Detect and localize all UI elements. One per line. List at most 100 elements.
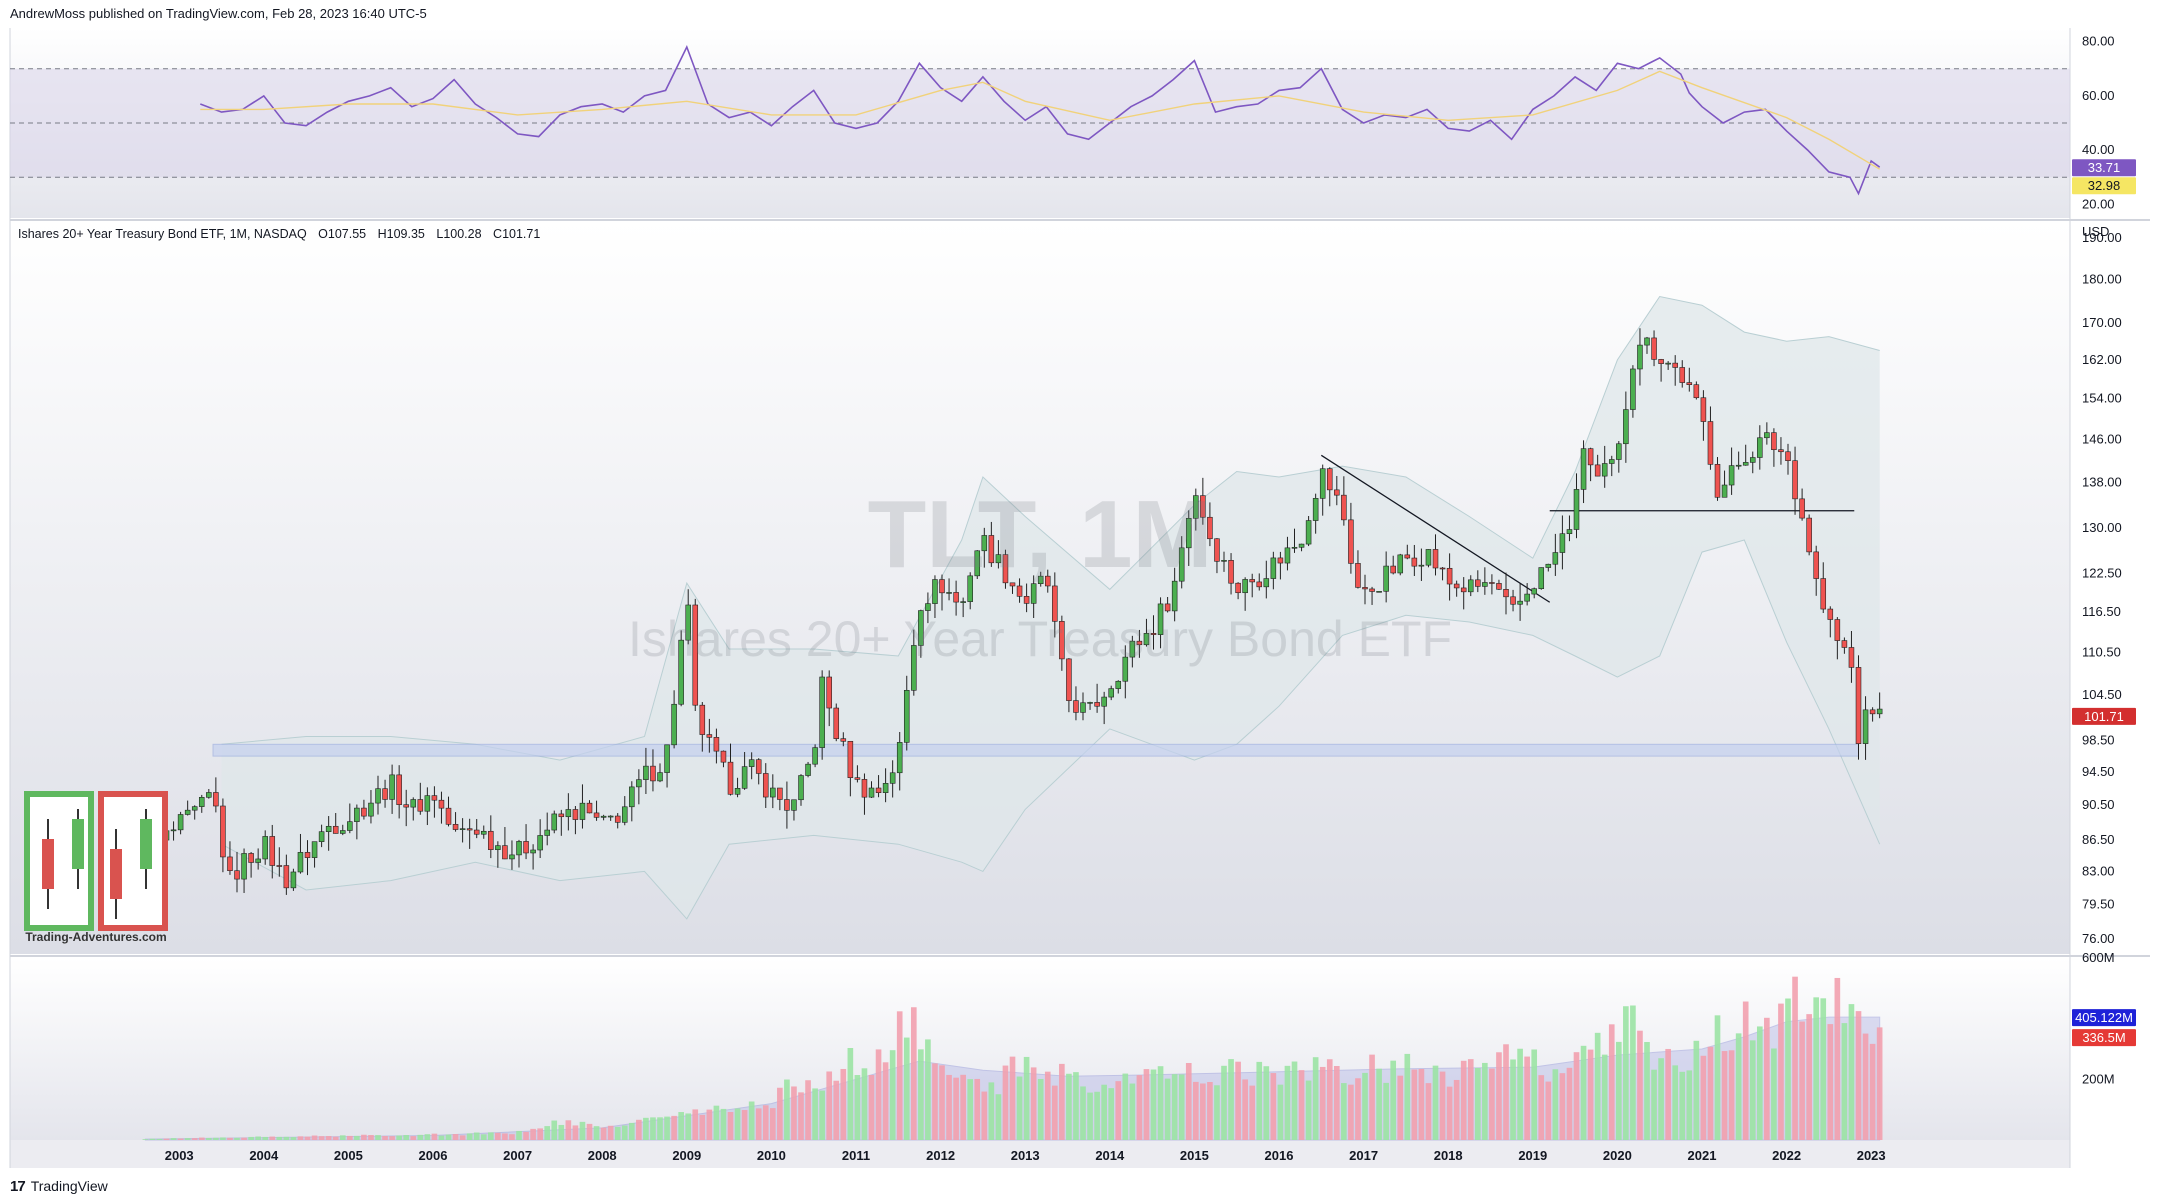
volume-bar (741, 1110, 748, 1140)
volume-bar (1023, 1056, 1030, 1140)
candle-down (1334, 489, 1340, 496)
volume-bar (600, 1127, 607, 1140)
candle-up (918, 610, 924, 646)
candle-up (1397, 554, 1404, 574)
volume-bar (854, 1075, 861, 1140)
volume-bar (1383, 1082, 1389, 1140)
footer-brand[interactable]: TradingView (30, 1178, 108, 1194)
volume-bar (1630, 1005, 1636, 1140)
volume-ma-badge-bg (2072, 1009, 2136, 1027)
rsi-ma-value-badge-bg (2072, 177, 2136, 195)
volume-bar (417, 1134, 424, 1140)
volume-bar (276, 1136, 283, 1140)
candle-up (868, 787, 875, 798)
volume-bar (1066, 1073, 1072, 1140)
volume-bar (283, 1136, 290, 1140)
volume-bar (480, 1134, 487, 1140)
candle-up (819, 676, 825, 748)
volume-bar (445, 1134, 452, 1140)
candle-down (227, 856, 233, 872)
volume-bar (1601, 1054, 1608, 1140)
candle-up (805, 763, 811, 776)
candle-down (1249, 579, 1255, 583)
candle-down (1496, 583, 1502, 590)
volume-bar (1016, 1076, 1023, 1140)
volume-bar (1129, 1083, 1136, 1140)
volume-bar (1348, 1084, 1354, 1140)
candle-down (1785, 451, 1791, 462)
volume-bar (177, 1138, 184, 1140)
candle-up (685, 604, 691, 641)
tradingview-logo-icon[interactable]: 17 (10, 1177, 26, 1195)
candle-down (727, 761, 734, 795)
legend-close: C101.71 (493, 227, 541, 241)
volume-bar (1044, 1071, 1051, 1140)
price-axis-column[interactable] (2070, 28, 2150, 1168)
candle-up (1517, 600, 1523, 605)
candle-down (1489, 582, 1495, 584)
candle-down (1136, 640, 1143, 646)
candle-up (1742, 462, 1749, 466)
candle-down (1813, 551, 1819, 579)
candle-down (988, 535, 995, 564)
candle-down (452, 824, 459, 830)
volume-bar (1749, 1040, 1756, 1140)
candle-up (241, 853, 247, 880)
volume-bar (720, 1108, 727, 1140)
volume-bar (1411, 1069, 1418, 1140)
candle-up (967, 575, 973, 602)
rsi-line (200, 44, 1881, 196)
candle-down (1059, 621, 1065, 660)
volume-bar (452, 1134, 459, 1140)
candle-up (368, 802, 374, 817)
candle-down (1362, 587, 1368, 590)
candle-down (1023, 596, 1030, 604)
volume-bar (262, 1136, 269, 1140)
volume-bar (1059, 1063, 1065, 1140)
candle-up (1538, 567, 1545, 589)
volume-bar (1580, 1045, 1587, 1140)
logo-caption: Trading-Adventures.com (25, 930, 167, 944)
rsi-indicator (10, 44, 2070, 196)
candle-down (861, 779, 868, 798)
volume-bar (1489, 1068, 1495, 1140)
volume-bar (1742, 1001, 1749, 1140)
candle-down (1672, 362, 1678, 368)
volume-bar (1277, 1084, 1284, 1140)
time-axis[interactable] (10, 1140, 2070, 1168)
candle-up (1129, 640, 1136, 658)
candle-up (177, 814, 184, 831)
volume-bar (1192, 1081, 1199, 1140)
candle-down (1439, 567, 1446, 570)
volume-bar (1679, 1071, 1686, 1140)
trendline (1320, 454, 1551, 603)
candle-up (607, 815, 614, 818)
volume-bar (1094, 1091, 1100, 1140)
candle-up (636, 779, 642, 788)
volume-bar (671, 1115, 677, 1140)
candle-down (572, 809, 579, 820)
candle-up (1601, 463, 1608, 477)
volume-bar (889, 1050, 896, 1140)
time-axis-label: 2005 (334, 1148, 363, 1163)
volume-bar (1326, 1059, 1333, 1140)
volume-bar (1637, 1030, 1643, 1140)
candle-up (882, 783, 889, 793)
price-axis-label: 116.50 (2082, 604, 2121, 619)
volume-bar (1700, 1055, 1707, 1140)
rsi-axis-label: 80.00 (2082, 34, 2115, 49)
rsi-value-badge: 33.71 (2088, 160, 2121, 175)
candle-down (1503, 589, 1509, 598)
candle-up (198, 797, 205, 807)
time-axis-label: 2009 (672, 1148, 701, 1163)
volume-bar (706, 1109, 713, 1140)
volume-bar (1298, 1070, 1305, 1140)
volume-bar (1185, 1062, 1192, 1140)
time-axis-label: 2014 (1095, 1148, 1125, 1163)
candle-up (600, 815, 607, 818)
volume-bar (1785, 998, 1791, 1140)
bollinger-band-fill (221, 296, 1880, 919)
price-axis-label: 83.00 (2082, 863, 2115, 878)
